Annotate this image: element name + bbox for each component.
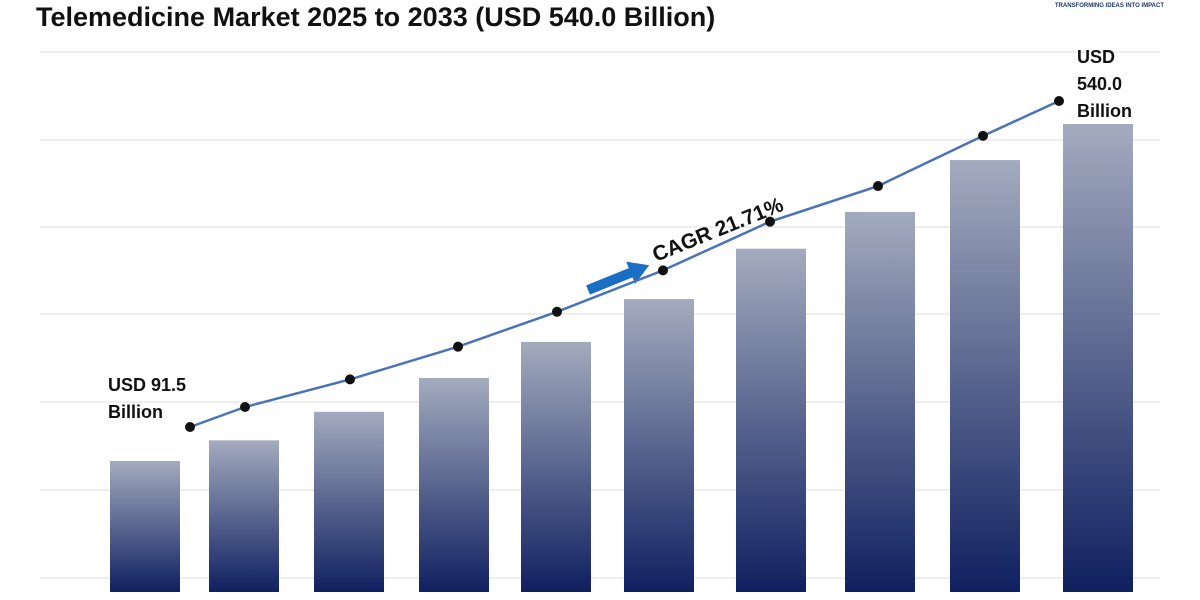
trend-point (658, 265, 668, 276)
trend-point (978, 130, 988, 141)
bar (521, 341, 591, 592)
bar (419, 377, 489, 592)
value-label: USD 91.5 Billion (108, 375, 187, 422)
trend-point (552, 306, 562, 317)
bar (1063, 124, 1133, 592)
trend-point (765, 216, 775, 227)
trend-point (1054, 96, 1064, 106)
bar (736, 248, 806, 592)
arrow-shaft (586, 267, 635, 295)
cagr-arrow (586, 261, 650, 295)
bar (950, 160, 1020, 592)
value-label: USD 540.0 Billion (1077, 47, 1132, 121)
bar (110, 461, 180, 592)
trend-point (453, 341, 463, 352)
chart-title: Telemedicine Market 2025 to 2033 (USD 54… (36, 2, 716, 32)
bar (314, 411, 384, 592)
bar (624, 299, 694, 592)
trend-point (345, 374, 355, 385)
bar (845, 211, 915, 593)
trend-point (240, 402, 250, 413)
arrow-head (626, 261, 650, 284)
logo-tagline: TRANSFORMING IDEAS INTO IMPACT (1054, 3, 1164, 9)
trend-point (873, 181, 883, 192)
trend-point (185, 422, 195, 432)
bar (209, 440, 279, 592)
trend-line (189, 99, 1060, 429)
